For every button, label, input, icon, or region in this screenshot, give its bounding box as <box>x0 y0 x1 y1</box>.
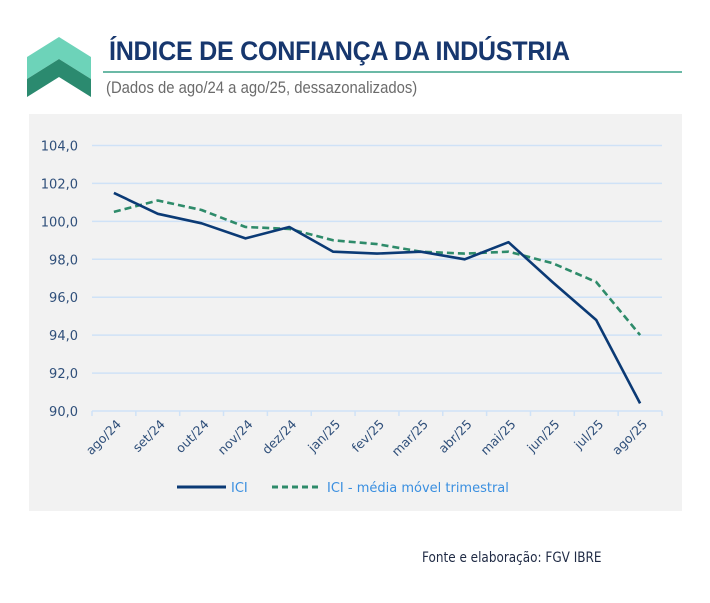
y-tick-label: 104,0 <box>41 140 78 155</box>
y-tick-label: 98,0 <box>49 253 78 268</box>
x-axis: ago/24 set/24 out/24 nov/24 dez/24 jan/25 fev/… <box>83 410 663 459</box>
legend: ICI ICI - média móvel trimestral <box>177 481 509 496</box>
x-tick-label: jun/25 <box>523 417 562 456</box>
x-tick-label: abr/25 <box>435 417 474 456</box>
page-title: ÍNDICE DE CONFIANÇA DA INDÚSTRIA <box>109 36 570 66</box>
x-tick-label: ago/24 <box>83 416 124 457</box>
y-tick-label: 100,0 <box>41 215 78 230</box>
legend-ma-label: ICI - média móvel trimestral <box>327 481 509 496</box>
chart-panel <box>29 114 682 511</box>
series-ma-line <box>113 199 642 336</box>
x-tick-label: jul/25 <box>570 417 606 453</box>
series-lines <box>113 191 642 405</box>
double-chevron-up-icon <box>27 37 91 97</box>
x-tick-label: mar/25 <box>388 417 430 459</box>
series-ici-line <box>113 191 642 405</box>
logo-upper-chevron <box>27 37 91 79</box>
x-tick-label: fev/25 <box>349 417 388 456</box>
y-tick-label: 102,0 <box>41 177 78 192</box>
legend-ici-label: ICI <box>231 481 248 496</box>
x-tick-label: ago/25 <box>609 417 650 458</box>
x-tick-label: jan/25 <box>304 417 343 456</box>
y-tick-label: 90,0 <box>49 405 78 420</box>
y-axis-ticks: 90,0 92,0 94,0 96,0 98,0 100,0 102,0 104,0 <box>41 140 78 421</box>
x-tick-label: out/24 <box>172 416 211 455</box>
x-tick-label: set/24 <box>130 416 168 454</box>
y-tick-label: 94,0 <box>49 329 78 344</box>
y-tick-label: 92,0 <box>49 367 78 382</box>
title-underline <box>103 71 682 73</box>
x-tick-label: nov/24 <box>215 416 256 457</box>
source-note: Fonte e elaboração: FGV IBRE <box>422 550 602 566</box>
page-subtitle: (Dados de ago/24 a ago/25, dessazonaliza… <box>106 79 418 97</box>
x-tick-label: dez/24 <box>259 416 300 457</box>
x-tick-label: mai/25 <box>477 417 518 458</box>
logo-lower-chevron <box>27 59 91 97</box>
gridlines <box>92 144 662 374</box>
y-tick-label: 96,0 <box>49 291 78 306</box>
